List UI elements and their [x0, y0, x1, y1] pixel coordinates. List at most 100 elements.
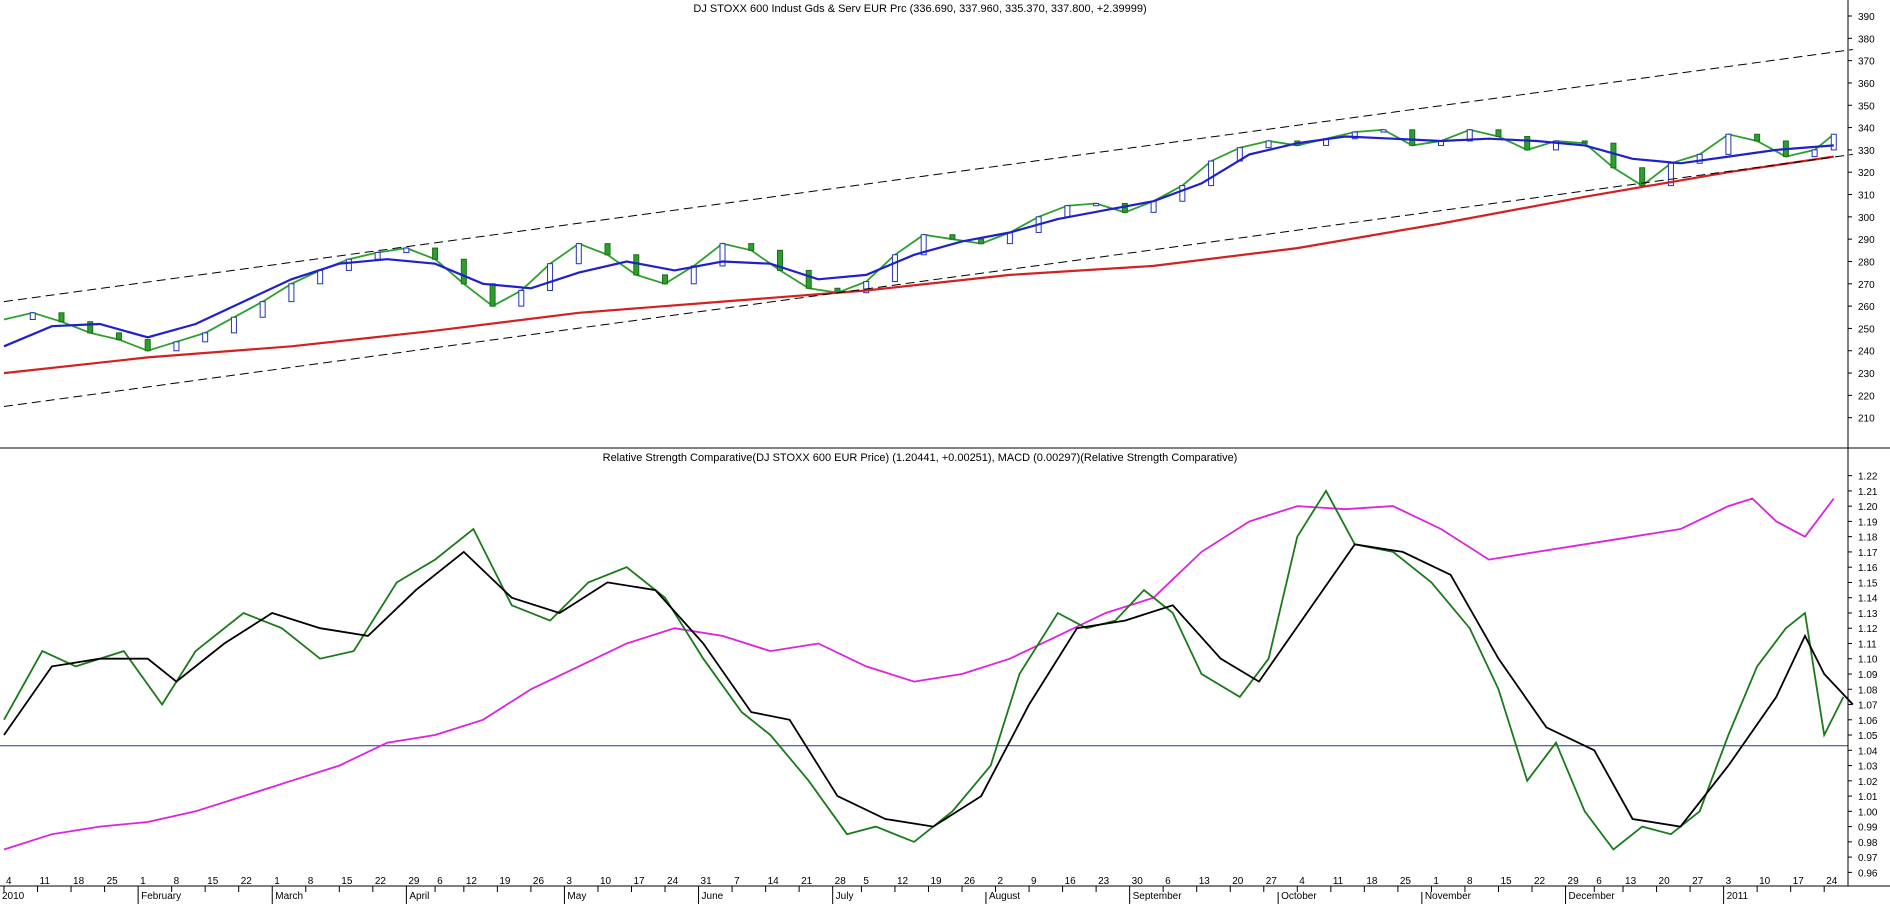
candle — [1639, 167, 1646, 187]
y-tick-label: 1.12 — [1858, 624, 1878, 635]
candle — [1265, 140, 1272, 149]
candle — [1830, 133, 1837, 151]
x-month-label: September — [1133, 891, 1183, 902]
x-day-label: 1 — [140, 876, 146, 887]
y-tick-label: 1.20 — [1858, 502, 1878, 513]
y-tick-label: 1.13 — [1858, 609, 1878, 620]
x-day-label: 8 — [308, 876, 314, 887]
candle — [518, 289, 525, 307]
y-tick-label: 260 — [1858, 302, 1875, 313]
y-tick-label: 1.18 — [1858, 533, 1878, 544]
y-tick-label: 280 — [1858, 257, 1875, 268]
x-day-label: 15 — [341, 876, 353, 887]
x-day-label: 14 — [768, 876, 780, 887]
x-day-label: 15 — [207, 876, 219, 887]
series-ma-short — [3, 135, 1834, 348]
candle — [345, 258, 352, 271]
x-month-label: February — [141, 891, 181, 902]
candle — [1006, 231, 1013, 245]
candle — [1208, 160, 1215, 187]
candle — [776, 249, 783, 271]
candle — [863, 281, 870, 294]
y-tick-label: 270 — [1858, 280, 1875, 291]
candle — [259, 301, 266, 318]
candle — [432, 247, 439, 260]
series-lower-channel — [3, 153, 1853, 407]
y-tick-label: 1.17 — [1858, 548, 1878, 559]
x-day-label: 17 — [1793, 876, 1805, 887]
x-day-label: 24 — [667, 876, 679, 887]
candle — [288, 283, 295, 303]
y-tick-label: 220 — [1858, 391, 1875, 402]
candle — [1093, 202, 1100, 207]
price-panel: DJ STOXX 600 Indust Gds & Serv EUR Prc (… — [0, 0, 1875, 448]
y-tick-label: 1.03 — [1858, 762, 1878, 773]
series-upper-channel — [3, 49, 1853, 303]
x-month-label: October — [1281, 891, 1317, 902]
x-day-label: 3 — [1726, 876, 1732, 887]
x-day-label: 6 — [1165, 876, 1171, 887]
x-day-label: 25 — [107, 876, 119, 887]
candle — [1811, 149, 1818, 158]
candle — [1466, 129, 1473, 142]
x-day-label: 26 — [533, 876, 545, 887]
x-day-label: 4 — [1299, 876, 1305, 887]
x-month-label: March — [275, 891, 303, 902]
x-day-label: 10 — [1759, 876, 1771, 887]
y-tick-label: 230 — [1858, 369, 1875, 380]
candle — [604, 243, 611, 256]
x-day-label: 29 — [408, 876, 420, 887]
series-signal — [3, 543, 1854, 828]
x-day-label: 30 — [1132, 876, 1144, 887]
y-tick-label: 1.08 — [1858, 685, 1878, 696]
x-day-label: 28 — [835, 876, 847, 887]
x-month-label: June — [702, 891, 724, 902]
x-day-label: 9 — [1031, 876, 1037, 887]
x-month-label: April — [409, 891, 429, 902]
rsc-y-axis: 0.96 0.97 0.98 0.99 1.00 1.01 1.02 1.03 1.04 1.05… — [1848, 472, 1878, 879]
candle — [1380, 129, 1387, 133]
x-day-label: 25 — [1400, 876, 1412, 887]
price-y-axis: 210 220 230 240 250 260 270 280 290 300 310 320 330 3… — [1848, 12, 1875, 425]
x-day-label: 26 — [964, 876, 976, 887]
candle — [1409, 129, 1416, 146]
y-tick-label: 1.00 — [1858, 807, 1878, 818]
y-tick-label: 1.19 — [1858, 517, 1878, 528]
x-day-label: 22 — [241, 876, 253, 887]
x-day-label: 23 — [1098, 876, 1110, 887]
candle — [1725, 133, 1732, 155]
rsc-panel: Relative Strength Comparative(DJ STOXX 6… — [0, 452, 1878, 879]
x-year-label: 2010 — [2, 891, 25, 902]
candle — [1495, 129, 1502, 138]
x-month-label: July — [836, 891, 854, 902]
y-tick-label: 390 — [1858, 12, 1875, 23]
candle — [1581, 140, 1588, 144]
x-day-label: 27 — [1266, 876, 1278, 887]
candle — [547, 263, 554, 291]
x-day-label: 22 — [375, 876, 387, 887]
x-day-label: 27 — [1692, 876, 1704, 887]
rsc-panel-title: Relative Strength Comparative(DJ STOXX 6… — [603, 452, 1238, 464]
x-day-label: 13 — [1625, 876, 1637, 887]
candle — [949, 234, 956, 240]
x-day-label: 1 — [274, 876, 280, 887]
y-tick-label: 1.04 — [1858, 746, 1878, 757]
y-tick-label: 330 — [1858, 146, 1875, 157]
x-month-label: August — [989, 891, 1020, 902]
candle — [920, 234, 927, 256]
y-tick-label: 1.11 — [1858, 639, 1877, 650]
candle — [662, 274, 669, 285]
candle — [460, 258, 467, 285]
y-tick-label: 240 — [1858, 347, 1875, 358]
x-day-label: 2 — [998, 876, 1004, 887]
y-tick-label: 340 — [1858, 124, 1875, 135]
y-tick-label: 290 — [1858, 235, 1875, 246]
x-day-label: 18 — [73, 876, 85, 887]
x-day-label: 20 — [1659, 876, 1671, 887]
x-day-label: 24 — [1826, 876, 1838, 887]
y-tick-label: 1.06 — [1858, 716, 1878, 727]
x-month-label: 2011 — [1727, 891, 1749, 902]
y-tick-label: 360 — [1858, 79, 1875, 90]
x-day-label: 22 — [1534, 876, 1546, 887]
y-tick-label: 1.16 — [1858, 563, 1878, 574]
